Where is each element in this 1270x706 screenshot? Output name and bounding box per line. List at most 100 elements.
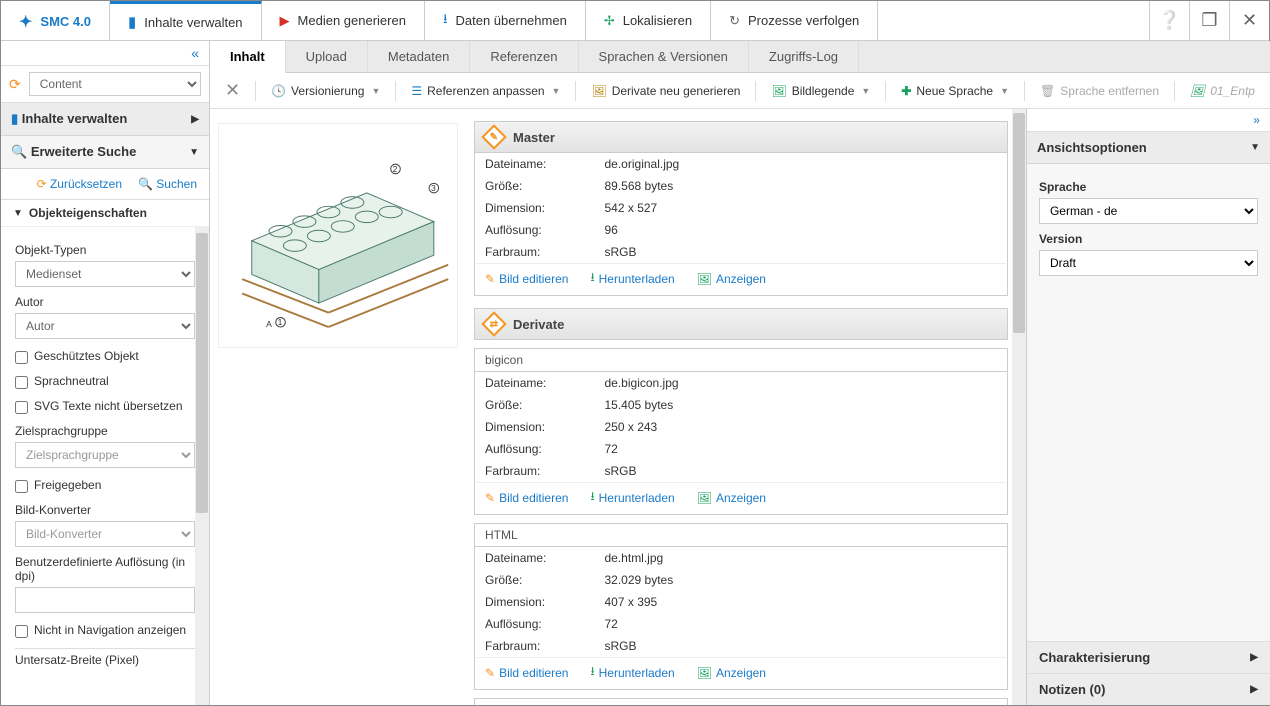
view-button[interactable]: 🖼Anzeigen — [697, 268, 766, 289]
tag-icon: ⇄ — [481, 311, 506, 336]
search-button[interactable]: 🔍 Suchen — [138, 177, 197, 191]
check-geschuetztes-objekt[interactable] — [15, 351, 28, 364]
topmenu-label: Medien generieren — [298, 13, 406, 28]
panel-erweiterte-suche[interactable]: 🔍 Erweiterte Suche ▼ — [1, 136, 209, 169]
label-bild-konverter: Bild-Konverter — [15, 503, 195, 517]
topmenu-medien[interactable]: ▶ Medien generieren — [262, 1, 425, 40]
topmenu-lokalisieren[interactable]: ✢ Lokalisieren — [586, 1, 711, 40]
label-untersatz-breite: Untersatz-Breite (Pixel) — [15, 648, 195, 667]
app-brand[interactable]: ✦ SMC 4.0 — [1, 1, 110, 40]
tab-referenzen[interactable]: Referenzen — [470, 41, 578, 72]
referenzen-anpassen-button[interactable]: ☰Referenzen anpassen▼ — [402, 80, 569, 102]
top-menu-bar: ✦ SMC 4.0 ▮ Inhalte verwalten ▶ Medien g… — [1, 1, 1269, 41]
tab-sprachen-versionen[interactable]: Sprachen & Versionen — [579, 41, 749, 72]
select-version[interactable]: Draft — [1039, 250, 1258, 276]
ansichtsoptionen-header[interactable]: Ansichtsoptionen ▼ — [1027, 132, 1270, 164]
select-sprache[interactable]: German - de — [1039, 198, 1258, 224]
label-objekt-typen: Objekt-Typen — [15, 243, 195, 257]
select-objekt-typen[interactable]: Medienset — [15, 261, 195, 287]
book-icon: ▮ — [11, 111, 18, 126]
search-form: Objekt-Typen Medienset Autor Autor Gesch… — [1, 227, 209, 705]
content-tabs: Inhalt Upload Metadaten Referenzen Sprac… — [210, 41, 1270, 73]
topmenu-inhalte[interactable]: ▮ Inhalte verwalten — [110, 1, 262, 40]
charakterisierung-panel[interactable]: Charakterisierung▶ — [1027, 641, 1270, 673]
book-icon: ▮ — [128, 13, 136, 31]
notizen-panel[interactable]: Notizen (0)▶ — [1027, 673, 1270, 705]
trash-icon: 🗑 — [1040, 84, 1055, 98]
content-scrollbar[interactable] — [1012, 109, 1026, 705]
download-button[interactable]: ⭳Herunterladen — [590, 487, 674, 508]
input-custom-res[interactable] — [15, 587, 195, 613]
select-zielsprachgruppe[interactable]: Zielsprachgruppe — [15, 442, 195, 468]
view-button[interactable]: 🖼Anzeigen — [697, 662, 766, 683]
tab-inhalt[interactable]: Inhalt — [210, 41, 286, 73]
tab-metadaten[interactable]: Metadaten — [368, 41, 470, 72]
preview-column: A 1 2 3 — [210, 109, 470, 705]
versionierung-button[interactable]: 🕓Versionierung▼ — [262, 80, 389, 102]
check-sprachneutral[interactable] — [15, 376, 28, 389]
view-button[interactable]: 🖼Anzeigen — [697, 487, 766, 508]
refresh-icon[interactable]: ⟳ — [9, 76, 21, 93]
topmenu-prozesse[interactable]: ↻ Prozesse verfolgen — [711, 1, 878, 40]
topmenu-label: Lokalisieren — [623, 13, 692, 28]
label-version: Version — [1039, 232, 1258, 246]
edit-image-button[interactable]: ✎Bild editieren — [485, 662, 568, 683]
image-icon: 🖼 — [697, 272, 712, 286]
svg-text:3: 3 — [431, 182, 436, 192]
derivative-name: HTML — [474, 523, 1008, 547]
master-table: Dateiname:de.original.jpg Größe:89.568 b… — [474, 153, 1008, 264]
close-icon[interactable]: ✕ — [1229, 1, 1269, 40]
image-icon: 🖼 — [1190, 84, 1205, 98]
left-sidebar: « ⟳ Content ▮ Inhalte verwalten ▶ 🔍 Erwe… — [1, 41, 210, 705]
bildlegende-button[interactable]: 🖼Bildlegende▼ — [762, 80, 879, 102]
check-freigegeben[interactable] — [15, 480, 28, 493]
derivative-actions: ✎Bild editieren ⭳Herunterladen 🖼Anzeigen — [474, 482, 1008, 515]
chevron-right-icon: ▶ — [1250, 684, 1258, 695]
sidebar-scrollbar[interactable] — [195, 227, 209, 705]
sprache-entfernen-button[interactable]: 🗑Sprache entfernen — [1031, 80, 1168, 102]
edit-image-button[interactable]: ✎Bild editieren — [485, 268, 568, 289]
tag-icon: ✎ — [481, 124, 506, 149]
windows-icon[interactable]: ❐ — [1189, 1, 1229, 40]
play-icon: ▶ — [280, 13, 290, 29]
download-button[interactable]: ⭳Herunterladen — [590, 662, 674, 683]
plus-icon: ✚ — [901, 84, 911, 98]
svg-text:A: A — [266, 319, 272, 329]
panel-inhalte-verwalten[interactable]: ▮ Inhalte verwalten ▶ — [1, 103, 209, 136]
master-section-header[interactable]: ✎ Master — [474, 121, 1008, 153]
svg-text:2: 2 — [393, 163, 398, 173]
master-actions: ✎Bild editieren ⭳Herunterladen 🖼Anzeigen — [474, 263, 1008, 296]
label-zielsprachgruppe: Zielsprachgruppe — [15, 424, 195, 438]
topmenu-daten[interactable]: ⭳ Daten übernehmen — [425, 1, 586, 40]
derivative-table: Dateiname:de.html.jpgGröße:32.029 bytesD… — [474, 547, 1008, 658]
derivative-name: bigicon — [474, 348, 1008, 372]
right-pane: » Ansichtsoptionen ▼ Sprache German - de… — [1026, 109, 1270, 705]
reset-button[interactable]: ⟳ Zurücksetzen — [37, 177, 122, 191]
label-custom-res: Benutzerdefinierte Auflösung (in dpi) — [15, 555, 195, 583]
edit-image-button[interactable]: ✎Bild editieren — [485, 487, 568, 508]
tab-upload[interactable]: Upload — [286, 41, 368, 72]
rightpane-collapse-button[interactable]: » — [1027, 109, 1270, 132]
download-button[interactable]: ⭳Herunterladen — [590, 268, 674, 289]
chevron-right-icon: ▶ — [1250, 652, 1258, 663]
file-ref-button[interactable]: 🖼01_Entp — [1181, 80, 1264, 102]
close-button[interactable]: ✕ — [216, 76, 249, 105]
check-no-nav[interactable] — [15, 625, 28, 638]
neue-sprache-button[interactable]: ✚Neue Sprache▼ — [892, 80, 1018, 102]
check-svg-texte[interactable] — [15, 401, 28, 414]
sidebar-collapse-button[interactable]: « — [1, 41, 209, 66]
derivate-neu-button[interactable]: 🖼Derivate neu generieren — [582, 80, 749, 102]
pencil-icon: ✎ — [485, 272, 495, 286]
image-preview[interactable]: A 1 2 3 — [218, 123, 458, 348]
content-selector[interactable]: Content — [29, 72, 201, 96]
chevron-down-icon: ▼ — [189, 147, 199, 158]
help-icon[interactable]: ❔ — [1149, 1, 1189, 40]
label-sprache: Sprache — [1039, 180, 1258, 194]
section-objekteigenschaften[interactable]: ▼ Objekteigenschaften — [1, 200, 209, 227]
preview-thumbnail-icon: A 1 2 3 — [223, 131, 453, 341]
select-autor[interactable]: Autor — [15, 313, 195, 339]
derivate-section-header[interactable]: ⇄ Derivate — [474, 308, 1008, 340]
topmenu-label: Prozesse verfolgen — [748, 13, 859, 28]
tab-zugriffs-log[interactable]: Zugriffs-Log — [749, 41, 859, 72]
select-bild-konverter[interactable]: Bild-Konverter — [15, 521, 195, 547]
